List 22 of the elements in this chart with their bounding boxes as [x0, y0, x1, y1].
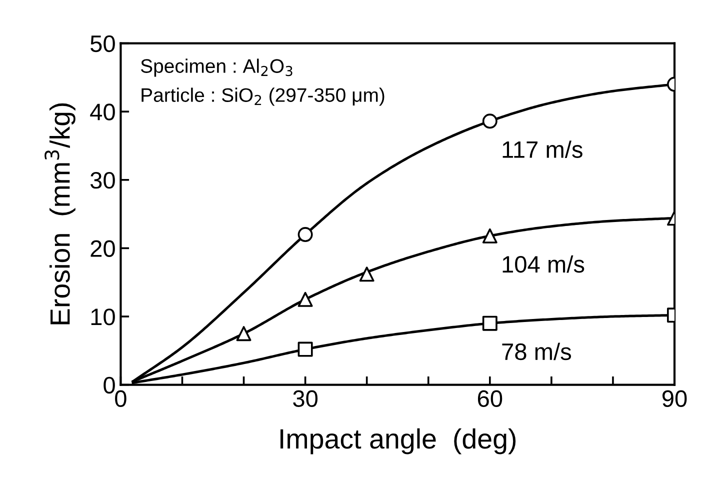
x-tick-label: 60 [478, 390, 502, 408]
annotation: Specimen : Al$_{2}$O$_{3}$ [140, 58, 292, 77]
point [236, 326, 252, 342]
y-tick-label: 50 [90, 35, 115, 52]
y-tick-label: 40 [90, 104, 115, 120]
y-axis-title: Erosion (mm$^{3}$/kg) [44, 103, 76, 324]
point [298, 227, 313, 242]
y-tick-label: 10 [91, 308, 115, 326]
point [298, 342, 313, 357]
x-axis-title: Impact angle (deg) [280, 428, 516, 454]
point [298, 292, 313, 307]
y-tick-label: 20 [90, 240, 115, 257]
y-tick-label: 30 [90, 172, 115, 189]
series-label: 78 m/s [502, 342, 572, 360]
series-label: 104 m/s [502, 255, 584, 273]
x-tick-label: 0 [115, 390, 126, 408]
point [359, 266, 374, 282]
annotation: Particle : SiO$_{2}$ (297-350 μm) [142, 88, 384, 106]
x-tick-label: 90 [662, 390, 687, 408]
series-label: 117 m/s [502, 140, 582, 158]
x-tick-label: 30 [293, 390, 318, 408]
y-tick-label: 0 [104, 376, 115, 394]
